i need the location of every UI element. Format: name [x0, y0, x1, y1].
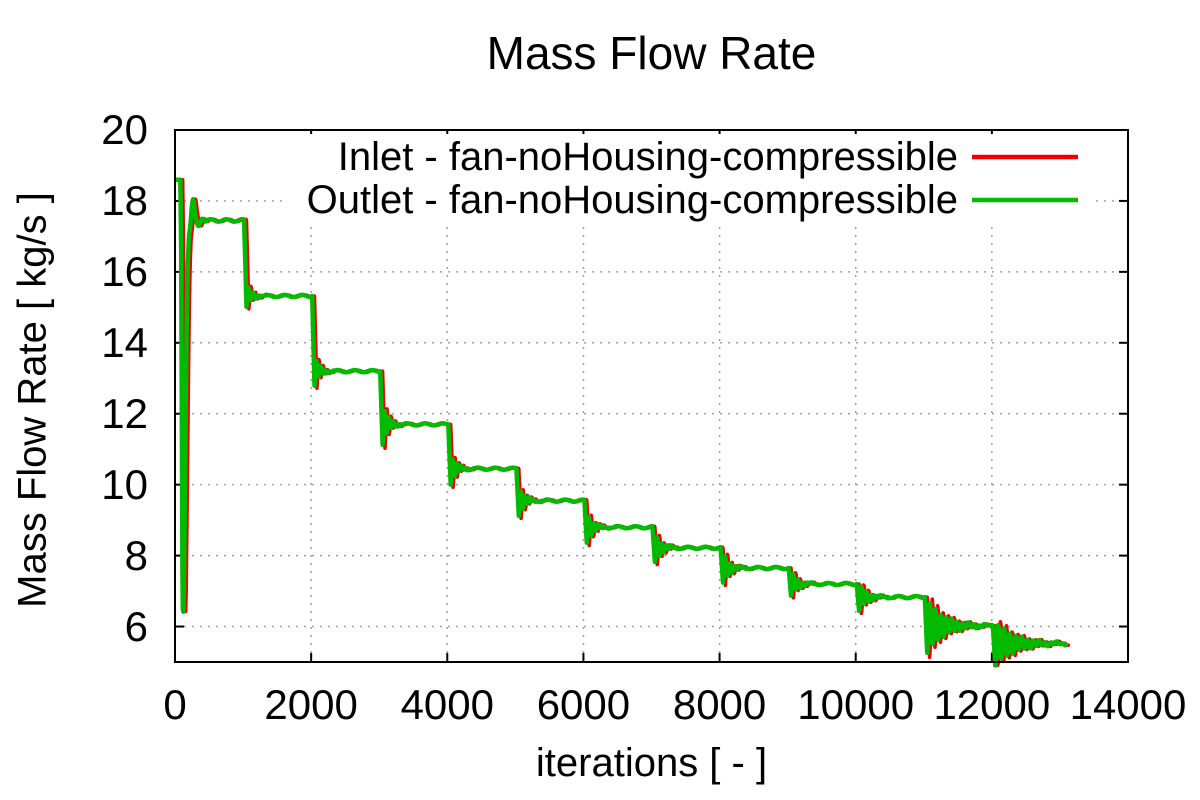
y-tick-label: 16 [101, 247, 148, 295]
x-tick-label: 4000 [400, 681, 494, 728]
y-tick-label: 6 [124, 602, 148, 650]
x-tick-label: 14000 [1069, 681, 1187, 728]
y-tick-label: 8 [124, 531, 148, 579]
legend-entry-inlet: Inlet - fan-noHousing-compressible [337, 135, 958, 179]
plot-border [174, 129, 1129, 663]
y-tick-label: 12 [101, 389, 148, 437]
x-tick-label: 10000 [797, 681, 915, 728]
x-tick-label: 6000 [536, 681, 631, 728]
y-tick-label: 20 [101, 106, 148, 153]
x-axis-label: iterations [ - ] [535, 741, 768, 785]
legend-entry-outlet: Outlet - fan-noHousing-compressible [306, 178, 958, 222]
y-tick-label: 10 [101, 460, 148, 508]
x-tick-label: 2000 [264, 681, 358, 728]
chart-title: Mass Flow Rate [486, 27, 817, 79]
legend-key-box [283, 134, 1095, 223]
x-tick-label: 8000 [672, 681, 767, 728]
x-tick-label: 0 [163, 681, 187, 728]
y-tick-label: 18 [101, 176, 148, 224]
y-tick-label: 14 [101, 318, 148, 366]
outlet-series-line [175, 177, 1069, 668]
x-tick-label: 12000 [933, 681, 1051, 728]
